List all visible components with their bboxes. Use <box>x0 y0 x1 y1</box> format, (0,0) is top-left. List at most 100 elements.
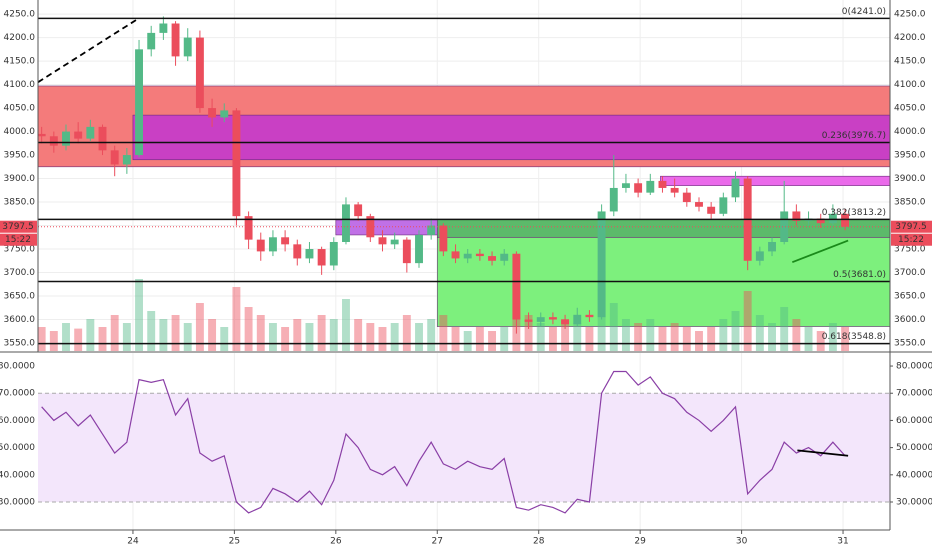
candle-body <box>707 206 716 214</box>
y-tick-label-left: 50.0000 <box>0 443 35 453</box>
volume-bar <box>719 319 728 351</box>
volume-bar <box>816 331 825 351</box>
volume-bar <box>524 315 533 351</box>
y-tick-label: 3650.0 <box>894 292 926 302</box>
time-tag-label: 15:22 <box>898 235 924 245</box>
volume-bar <box>658 327 667 351</box>
candle-body <box>682 192 691 203</box>
volume-bar <box>707 327 716 351</box>
fib-label: 0.236(3976.7) <box>822 131 886 141</box>
x-tick-label: 28 <box>533 537 545 547</box>
volume-bar <box>208 319 217 351</box>
y-tick-label: 4250.0 <box>894 10 926 20</box>
candle-body <box>719 197 728 214</box>
volume-bar <box>390 323 399 351</box>
candle-body <box>731 178 740 198</box>
zone <box>660 175 890 186</box>
volume-bar <box>755 315 764 351</box>
candle-body <box>816 218 825 224</box>
fib-label: 0.5(3681.0) <box>833 270 886 280</box>
candle-body <box>597 211 606 318</box>
time-tag <box>891 233 932 246</box>
volume-bar <box>256 315 265 351</box>
volume-bar <box>828 323 837 351</box>
volume-bar <box>342 299 350 351</box>
candle-body <box>561 319 570 325</box>
y-tick-label-left: 4250.0 <box>4 10 36 20</box>
rsi-line <box>41 370 846 514</box>
volume-bar <box>317 315 326 351</box>
volume-bar <box>366 323 375 351</box>
candle-body <box>342 204 350 242</box>
volume-bar <box>305 323 314 351</box>
candle-body <box>488 256 497 261</box>
y-tick-label-left: 4000.0 <box>4 127 36 137</box>
candle-body <box>74 131 83 139</box>
volume-bar <box>768 323 776 351</box>
time-tag-label: 15:22 <box>5 235 31 245</box>
volume-bar <box>38 327 46 351</box>
candle-body <box>573 314 582 325</box>
y-tick-label: 4050.0 <box>894 104 926 114</box>
candle-body <box>244 216 253 240</box>
candle-body <box>98 126 107 151</box>
candle-body <box>780 211 789 242</box>
zone <box>132 114 890 161</box>
y-tick-label: 3550.0 <box>894 339 926 349</box>
y-tick-label: 4150.0 <box>894 57 926 67</box>
candle-body <box>828 213 837 224</box>
candle-body <box>195 37 204 109</box>
candle-body <box>536 317 545 322</box>
y-tick-label-left: 70.0000 <box>0 389 35 399</box>
volume-bar <box>159 319 168 351</box>
candle-body <box>621 183 630 188</box>
fib-label: 0.618(3548.8) <box>822 332 886 342</box>
volume-bar <box>171 315 180 351</box>
time-tag <box>0 233 37 246</box>
volume-bar <box>536 323 545 351</box>
candle-body <box>755 251 764 261</box>
volume-bar <box>804 327 813 351</box>
rsi-band <box>38 393 890 502</box>
candle-body <box>159 23 168 33</box>
y-tick-label-left: 40.0000 <box>0 470 35 480</box>
y-tick-label-left: 3600.0 <box>4 315 36 325</box>
volume-bar <box>98 327 107 351</box>
volume-bar <box>86 319 95 351</box>
candle-body <box>49 136 58 146</box>
price-tag-label: 3797.5 <box>2 222 34 232</box>
candle-body <box>38 133 46 137</box>
x-tick-label: 29 <box>634 537 646 547</box>
y-tick-label-left: 60.0000 <box>0 416 35 426</box>
candle-body <box>841 213 850 227</box>
candle-body <box>463 253 472 259</box>
candle-body <box>354 204 363 217</box>
price-pane: 0(4241.0) 0.236(3976.7) 0.382(3813.2) 0.5(3… <box>38 0 890 351</box>
candle-body <box>378 237 387 245</box>
volume-bar <box>475 327 484 351</box>
y-tick-label-left: 3700.0 <box>4 268 36 278</box>
candle-body <box>135 49 143 156</box>
x-tick-label: 27 <box>432 537 443 547</box>
y-tick-label: 3900.0 <box>894 174 926 184</box>
candle-body <box>646 180 655 193</box>
volume-bar <box>49 331 58 351</box>
candle-body <box>62 131 70 146</box>
candle-body <box>427 225 436 235</box>
candle-body <box>147 32 156 50</box>
candle-body <box>208 108 217 118</box>
y-tick-label: 4000.0 <box>894 127 926 137</box>
y-tick-label: 50.0000 <box>896 443 932 453</box>
volume-bar <box>646 319 655 351</box>
volume-bar <box>731 311 740 351</box>
candle-body <box>585 314 594 318</box>
x-tick-label: 31 <box>837 537 848 547</box>
volume-bar <box>415 323 423 351</box>
volume-bar <box>293 319 302 351</box>
x-tick-label: 25 <box>229 537 240 547</box>
candle-body <box>475 253 484 257</box>
volume-bar <box>244 307 253 351</box>
y-tick-label: 4100.0 <box>894 80 926 90</box>
volume-bar <box>439 315 448 351</box>
y-tick-label-left: 30.0000 <box>0 497 35 507</box>
